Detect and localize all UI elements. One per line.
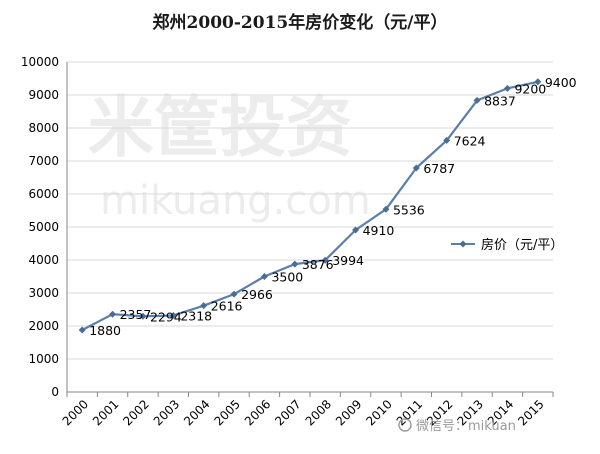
data-point [169, 312, 177, 320]
y-tick-label: 6000 [28, 187, 59, 201]
x-tick-label: 2010 [363, 397, 394, 428]
y-tick-label: 9000 [28, 88, 59, 102]
data-label: 6787 [423, 161, 455, 176]
y-tick-label: 10000 [21, 55, 59, 69]
data-label: 3876 [302, 257, 334, 272]
series [78, 78, 542, 334]
data-label: 9400 [545, 75, 577, 90]
grid [67, 61, 553, 360]
y-tick-label: 0 [51, 385, 59, 399]
data-point [534, 78, 542, 86]
chart-title: 郑州2000-2015年房价变化（元/平） [153, 12, 448, 33]
x-tick-label: 2009 [333, 397, 364, 428]
data-point [503, 84, 511, 92]
data-label: 2294 [150, 309, 182, 324]
data-label: 7624 [454, 133, 486, 148]
wechat-icon [398, 418, 412, 432]
data-point [230, 290, 238, 298]
data-label: 8837 [484, 93, 516, 108]
x-tick-label: 2005 [212, 397, 243, 428]
y-tick-label: 3000 [28, 286, 59, 300]
data-label: 2318 [180, 309, 212, 324]
watermark-corner: 微信号：mikuan [398, 418, 516, 434]
data-point [321, 256, 329, 264]
data-point [352, 226, 360, 234]
data-label: 2357 [120, 307, 152, 322]
data-label: 3500 [271, 270, 303, 285]
y-tick-label: 1000 [28, 352, 59, 366]
watermark-corner-text: 微信号：mikuan [416, 419, 516, 434]
x-tick-label: 2001 [90, 397, 121, 428]
watermark-url: mikuang.com [100, 178, 371, 224]
y-tick-label: 7000 [28, 154, 59, 168]
data-label: 1880 [89, 323, 121, 338]
y-tick-label: 4000 [28, 253, 59, 267]
data-point [109, 310, 117, 318]
data-label: 4910 [363, 223, 395, 238]
data-point [382, 205, 390, 213]
data-label: 2616 [211, 299, 243, 314]
data-label: 5536 [393, 202, 425, 217]
x-tick-label: 2000 [60, 397, 91, 428]
data-point [473, 96, 481, 104]
y-tick-label: 8000 [28, 121, 59, 135]
data-point [78, 326, 86, 334]
x-tick-label: 2004 [181, 397, 212, 428]
data-point [260, 273, 268, 280]
data-point [412, 164, 420, 172]
watermark: 米筐投资 mikuang.com [88, 89, 371, 224]
x-tick-label: 2006 [242, 397, 273, 428]
x-tick-label: 2003 [151, 397, 182, 428]
data-point [443, 136, 451, 144]
series-line [81, 80, 539, 331]
y-tick-label: 5000 [28, 220, 59, 234]
legend-marker [459, 240, 467, 248]
data-point [291, 260, 299, 268]
x-tick-label: 2002 [120, 397, 151, 428]
data-label: 3994 [332, 253, 364, 268]
y-tick-label: 2000 [28, 319, 59, 333]
data-label: 2966 [241, 287, 273, 302]
x-tick-label: 2007 [272, 397, 303, 428]
x-tick-label: 2008 [303, 397, 334, 428]
legend: 房价（元/平） [451, 237, 563, 253]
data-point [139, 312, 147, 320]
legend-label: 房价（元/平） [481, 237, 563, 253]
x-tick-label: 2015 [515, 397, 546, 428]
data-point [200, 302, 208, 310]
data-label: 9200 [514, 81, 546, 96]
